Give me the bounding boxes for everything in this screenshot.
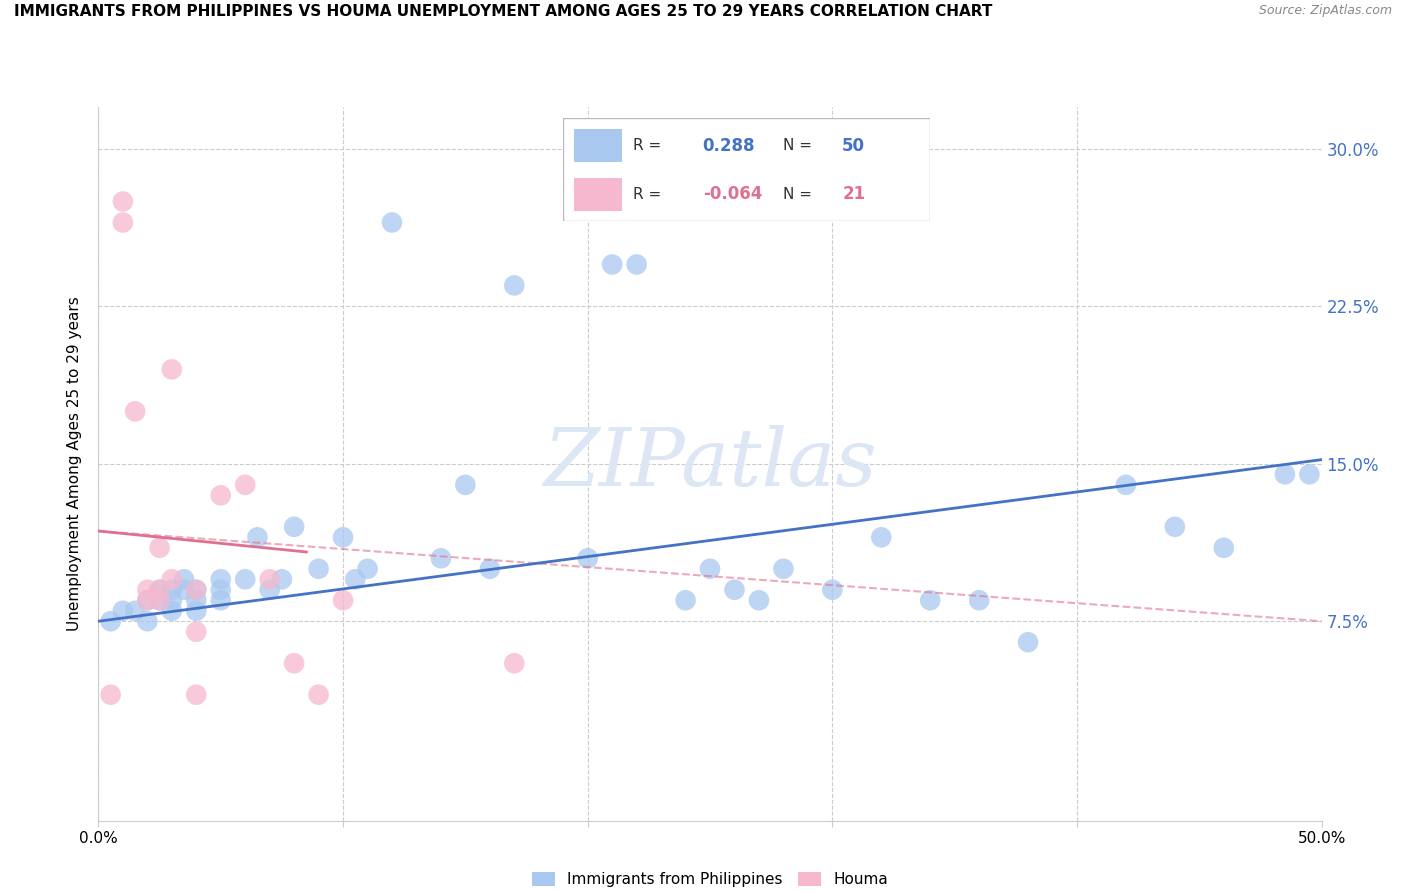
Point: [454, 478, 477, 492]
Point: [283, 657, 305, 671]
Point: [100, 614, 122, 628]
Point: [233, 478, 256, 492]
Point: [136, 614, 159, 628]
Point: [160, 582, 183, 597]
Point: [1164, 520, 1187, 534]
Point: [332, 593, 354, 607]
Point: [186, 624, 208, 639]
Point: [1017, 635, 1039, 649]
Point: [136, 593, 159, 607]
Point: [124, 404, 146, 418]
Point: [173, 582, 195, 597]
Point: [259, 572, 281, 586]
Legend: Immigrants from Philippines, Houma: Immigrants from Philippines, Houma: [524, 864, 896, 892]
Point: [233, 572, 256, 586]
Point: [675, 593, 697, 607]
Point: [160, 362, 183, 376]
Point: [136, 593, 159, 607]
Point: [381, 215, 404, 229]
Point: [209, 593, 232, 607]
Point: [283, 520, 305, 534]
Point: [748, 593, 770, 607]
Point: [723, 582, 745, 597]
Point: [111, 604, 134, 618]
Point: [111, 194, 134, 209]
Point: [186, 688, 208, 702]
Point: [160, 593, 183, 607]
Point: [209, 572, 232, 586]
Point: [870, 530, 893, 544]
Point: [186, 582, 208, 597]
Point: [209, 582, 232, 597]
Text: ZIPatlas: ZIPatlas: [543, 425, 877, 502]
Point: [1115, 478, 1137, 492]
Point: [186, 604, 208, 618]
Point: [173, 572, 195, 586]
Point: [100, 688, 122, 702]
Text: Source: ZipAtlas.com: Source: ZipAtlas.com: [1258, 4, 1392, 18]
Point: [259, 582, 281, 597]
Point: [576, 551, 599, 566]
Point: [1274, 467, 1296, 482]
Point: [149, 541, 172, 555]
Point: [430, 551, 453, 566]
Point: [160, 572, 183, 586]
Point: [136, 582, 159, 597]
Point: [600, 257, 623, 271]
Point: [209, 488, 232, 502]
Point: [1298, 467, 1320, 482]
Point: [186, 582, 208, 597]
Point: [478, 562, 501, 576]
Point: [772, 562, 794, 576]
Point: [332, 530, 354, 544]
Point: [344, 572, 367, 586]
Point: [503, 657, 526, 671]
Point: [149, 593, 172, 607]
Point: [308, 562, 330, 576]
Y-axis label: Unemployment Among Ages 25 to 29 years: Unemployment Among Ages 25 to 29 years: [67, 296, 83, 632]
Point: [821, 582, 844, 597]
Point: [270, 572, 294, 586]
Point: [503, 278, 526, 293]
Text: IMMIGRANTS FROM PHILIPPINES VS HOUMA UNEMPLOYMENT AMONG AGES 25 TO 29 YEARS CORR: IMMIGRANTS FROM PHILIPPINES VS HOUMA UNE…: [14, 4, 993, 20]
Point: [308, 688, 330, 702]
Point: [246, 530, 269, 544]
Point: [149, 593, 172, 607]
Point: [149, 582, 172, 597]
Point: [356, 562, 378, 576]
Point: [124, 604, 146, 618]
Point: [186, 593, 208, 607]
Point: [699, 562, 721, 576]
Point: [111, 215, 134, 229]
Point: [626, 257, 648, 271]
Point: [1212, 541, 1234, 555]
Point: [967, 593, 990, 607]
Point: [149, 582, 172, 597]
Point: [920, 593, 942, 607]
Point: [160, 604, 183, 618]
